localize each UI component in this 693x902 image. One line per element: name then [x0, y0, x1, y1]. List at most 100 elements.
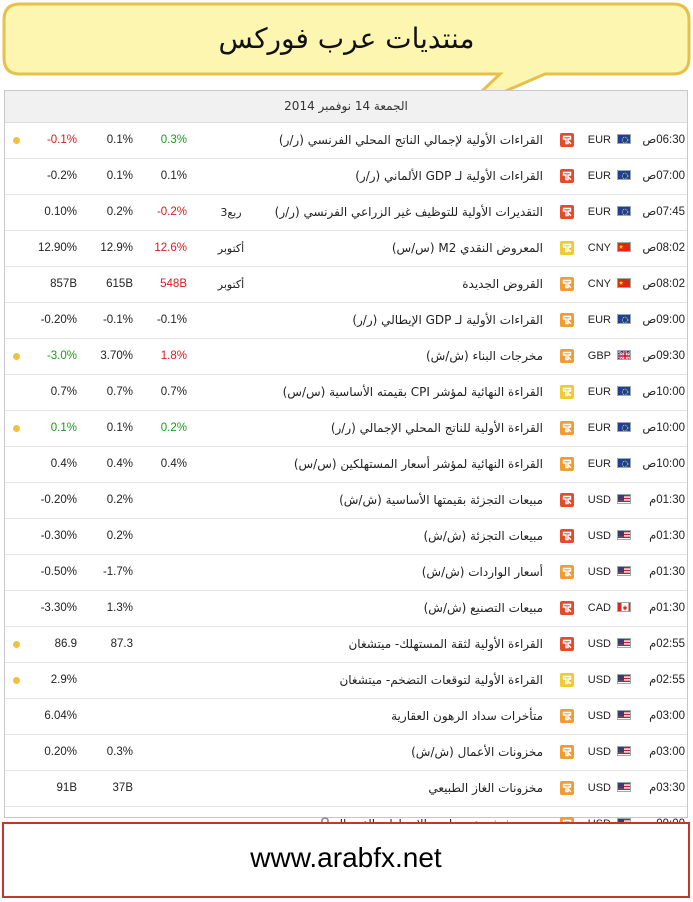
- currency-code: EUR: [587, 170, 611, 182]
- event-period: [211, 555, 251, 590]
- forecast-value: 0.3%: [106, 746, 133, 758]
- importance-icon: [560, 745, 574, 759]
- currency-code: USD: [587, 746, 611, 758]
- event-period: [211, 663, 251, 698]
- currency-code: USD: [587, 566, 611, 578]
- event-time: 01:30م: [649, 494, 685, 506]
- calendar-row[interactable]: 10:00ص EUR القراءة الأولية للناتج المحلي ا…: [5, 411, 687, 447]
- forecast-value: 0.4%: [106, 458, 133, 470]
- calendar-row[interactable]: 08:02ص CNY القروض الجديدة أكتوبر 548B 615B 857…: [5, 267, 687, 303]
- eu-flag-icon: [617, 386, 631, 396]
- event-time: 09:30ص: [642, 350, 685, 362]
- event-period: [211, 771, 251, 806]
- event-period: [211, 699, 251, 734]
- previous-value: 0.20%: [44, 746, 77, 758]
- calendar-row[interactable]: 09:00ص EUR القراءات الأولية لـ GDP الإيطال…: [5, 303, 687, 339]
- calendar-row[interactable]: 01:30م USD مبيعات التجزئة (ش/ش) 0.2% -0.30%: [5, 519, 687, 555]
- calendar-row[interactable]: 07:45ص EUR التقديرات الأولية للتوظيف غير ا…: [5, 195, 687, 231]
- calendar-row[interactable]: 10:00ص EUR القراءة النهائية لمؤشر CPI بقيم…: [5, 375, 687, 411]
- calendar-row[interactable]: 03:00م USD مخزونات الأعمال (ش/ش) 0.3% 0.20%: [5, 735, 687, 771]
- alert-dot-icon[interactable]: [13, 641, 20, 648]
- calendar-row[interactable]: 01:30م USD أسعار الواردات (ش/ش) -1.7% -0.50%: [5, 555, 687, 591]
- event-time: 08:02ص: [642, 278, 685, 290]
- calendar-row[interactable]: 06:30ص EUR القراءات الأولية لإجمالي الناتج…: [5, 123, 687, 159]
- importance-icon: [560, 781, 574, 795]
- gb-flag-icon: [617, 350, 631, 360]
- previous-value: 857B: [50, 278, 77, 290]
- event-name[interactable]: مخزونات الأعمال (ش/ش): [411, 745, 543, 759]
- importance-icon: [560, 709, 574, 723]
- event-period: [211, 519, 251, 554]
- actual-value: -0.2%: [156, 206, 187, 218]
- alert-dot-icon[interactable]: [13, 677, 20, 684]
- actual-value: [135, 627, 187, 662]
- calendar-date-header: الجمعة 14 نوفمبر 2014: [5, 91, 687, 123]
- eu-flag-icon: [617, 314, 631, 324]
- footer-site-link[interactable]: www.arabfx.net: [250, 842, 442, 873]
- currency-code: GBP: [587, 350, 611, 362]
- previous-value: 0.7%: [50, 386, 77, 398]
- cn-flag-icon: [617, 242, 631, 252]
- event-time: 08:02ص: [642, 242, 685, 254]
- alert-dot-icon[interactable]: [13, 137, 20, 144]
- previous-value: -3.0%: [46, 350, 77, 362]
- calendar-row[interactable]: 01:30م USD مبيعات التجزئة بقيمتها الأساسية…: [5, 483, 687, 519]
- calendar-row[interactable]: 03:30م USD مخزونات الغاز الطبيعي 37B 91B: [5, 771, 687, 807]
- forecast-value: [83, 663, 133, 698]
- event-name[interactable]: مخرجات البناء (ش/ش): [425, 349, 543, 363]
- forecast-value: 12.9%: [100, 242, 133, 254]
- event-name[interactable]: القراءات الأولية لإجمالي الناتج المحلي ا…: [278, 133, 543, 147]
- event-name[interactable]: القراءة الأولية لثقة المستهلك- ميتشغان: [348, 637, 543, 651]
- event-time: 03:30م: [649, 782, 685, 794]
- event-period: أكتوبر: [217, 242, 245, 255]
- event-name[interactable]: مبيعات التجزئة بقيمتها الأساسية (ش/ش): [339, 493, 543, 507]
- event-name[interactable]: المعروض النقدي M2 (س/س): [391, 241, 543, 255]
- importance-icon: [560, 385, 574, 399]
- calendar-row[interactable]: 10:00ص EUR القراءة النهائية لمؤشر أسعار ال…: [5, 447, 687, 483]
- event-name[interactable]: القروض الجديدة: [462, 277, 543, 291]
- event-name[interactable]: القراءة الأولية للناتج المحلي الإجمالي (…: [330, 421, 543, 435]
- previous-value: 6.04%: [44, 710, 77, 722]
- event-period: ربع3: [220, 206, 242, 219]
- event-name[interactable]: أسعار الواردات (ش/ش): [421, 565, 543, 579]
- importance-icon: [560, 169, 574, 183]
- event-name[interactable]: القراءات الأولية لـ GDP الألماني (ر/ر): [355, 169, 543, 183]
- event-period: أكتوبر: [217, 278, 245, 291]
- event-name[interactable]: القراءات الأولية لـ GDP الإيطالي (ر/ر): [352, 313, 543, 327]
- us-flag-icon: [617, 494, 631, 504]
- importance-icon: [560, 493, 574, 507]
- event-period: [211, 159, 251, 194]
- currency-code: EUR: [587, 386, 611, 398]
- event-name[interactable]: القراءة النهائية لمؤشر أسعار المستهلكين …: [293, 457, 543, 471]
- event-name[interactable]: القراءة النهائية لمؤشر CPI بقيمته الأساس…: [282, 385, 543, 399]
- previous-value: 0.10%: [44, 206, 77, 218]
- previous-value: -0.20%: [40, 494, 77, 506]
- us-flag-icon: [617, 674, 631, 684]
- calendar-row[interactable]: 07:00ص EUR القراءات الأولية لـ GDP الألمان…: [5, 159, 687, 195]
- event-time: 03:00م: [649, 746, 685, 758]
- event-name[interactable]: مخزونات الغاز الطبيعي: [428, 781, 543, 795]
- event-name[interactable]: مبيعات التصنيع (ش/ش): [423, 601, 543, 615]
- forecast-value: 1.3%: [106, 602, 133, 614]
- calendar-row[interactable]: 08:02ص CNY المعروض النقدي M2 (س/س) أكتوبر 12…: [5, 231, 687, 267]
- importance-icon: [560, 349, 574, 363]
- calendar-row[interactable]: 09:30ص GBP مخرجات البناء (ش/ش) 1.8% 3.70% -3.…: [5, 339, 687, 375]
- actual-value: 0.2%: [160, 422, 187, 434]
- event-name[interactable]: متأخرات سداد الرهون العقارية: [391, 709, 543, 723]
- event-time: 01:30م: [649, 530, 685, 542]
- event-name[interactable]: التقديرات الأولية للتوظيف غير الزراعي ال…: [274, 205, 543, 219]
- actual-value: [135, 735, 187, 770]
- previous-value: -0.1%: [46, 134, 77, 146]
- event-name[interactable]: مبيعات التجزئة (ش/ش): [423, 529, 544, 543]
- calendar-row[interactable]: 01:30م CAD مبيعات التصنيع (ش/ش) 1.3% -3.30%: [5, 591, 687, 627]
- calendar-row[interactable]: 02:55م USD القراءة الأولية لتوقعات التضخم-…: [5, 663, 687, 699]
- event-name[interactable]: القراءة الأولية لتوقعات التضخم- ميتشغان: [339, 673, 543, 687]
- event-time: 03:00م: [649, 710, 685, 722]
- event-time: 02:55م: [649, 638, 685, 650]
- alert-dot-icon[interactable]: [13, 353, 20, 360]
- currency-code: USD: [587, 674, 611, 686]
- calendar-row[interactable]: 03:00م USD متأخرات سداد الرهون العقارية 6.0…: [5, 699, 687, 735]
- currency-code: CNY: [587, 242, 611, 254]
- alert-dot-icon[interactable]: [13, 425, 20, 432]
- calendar-row[interactable]: 02:55م USD القراءة الأولية لثقة المستهلك- …: [5, 627, 687, 663]
